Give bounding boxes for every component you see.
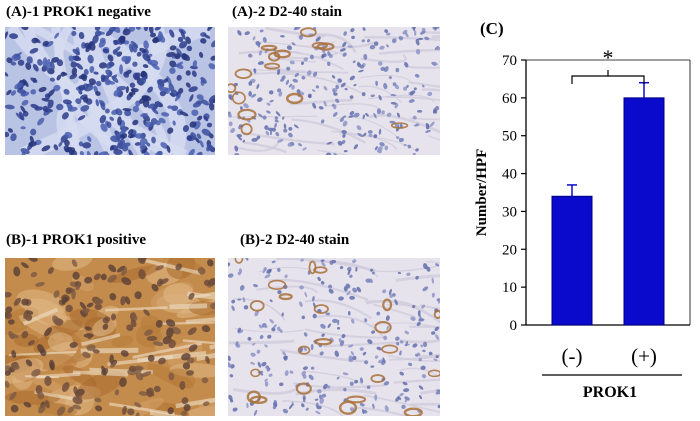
micrograph-a2-image [228, 27, 440, 155]
y-tick-label: 70 [502, 53, 517, 69]
significance-marker: * [603, 45, 614, 70]
y-tick-label: 60 [502, 91, 517, 107]
micrograph-a1 [5, 27, 215, 155]
x-tick-label: (-) [562, 344, 583, 368]
y-tick-label: 20 [502, 242, 517, 258]
micrograph-b2-image [228, 258, 440, 416]
y-tick-label: 10 [502, 280, 517, 296]
significance-bracket [571, 70, 645, 84]
y-axis-label: Number/HPF [474, 149, 490, 237]
panel-label-a2: (A)-2 D2-40 stain [232, 4, 342, 20]
bar-negative [551, 195, 593, 326]
micrograph-a1-image [5, 27, 215, 155]
micrograph-b2 [228, 258, 440, 416]
x-tick-label: (+) [631, 344, 657, 368]
y-tick-label: 40 [502, 167, 517, 183]
micrograph-b1 [5, 258, 215, 416]
bar-chart: (C) Number/HPF PROK1 * 0 10 20 30 40 50 60 70 (-… [474, 19, 691, 401]
y-tick-label: 50 [502, 129, 517, 145]
y-tick-label: 30 [502, 204, 517, 220]
bar-positive [623, 97, 665, 326]
panel-label-c: (C) [480, 19, 504, 38]
micrograph-b1-image [5, 258, 215, 416]
y-tick-label: 0 [510, 318, 518, 334]
panel-label-b2: (B)-2 D2-40 stain [240, 232, 350, 248]
panel-label-a1: (A)-1 PROK1 negative [6, 4, 151, 20]
panel-label-b1: (B)-1 PROK1 positive [6, 232, 146, 248]
x-axis-label: PROK1 [583, 384, 637, 401]
micrograph-a2 [228, 27, 440, 155]
